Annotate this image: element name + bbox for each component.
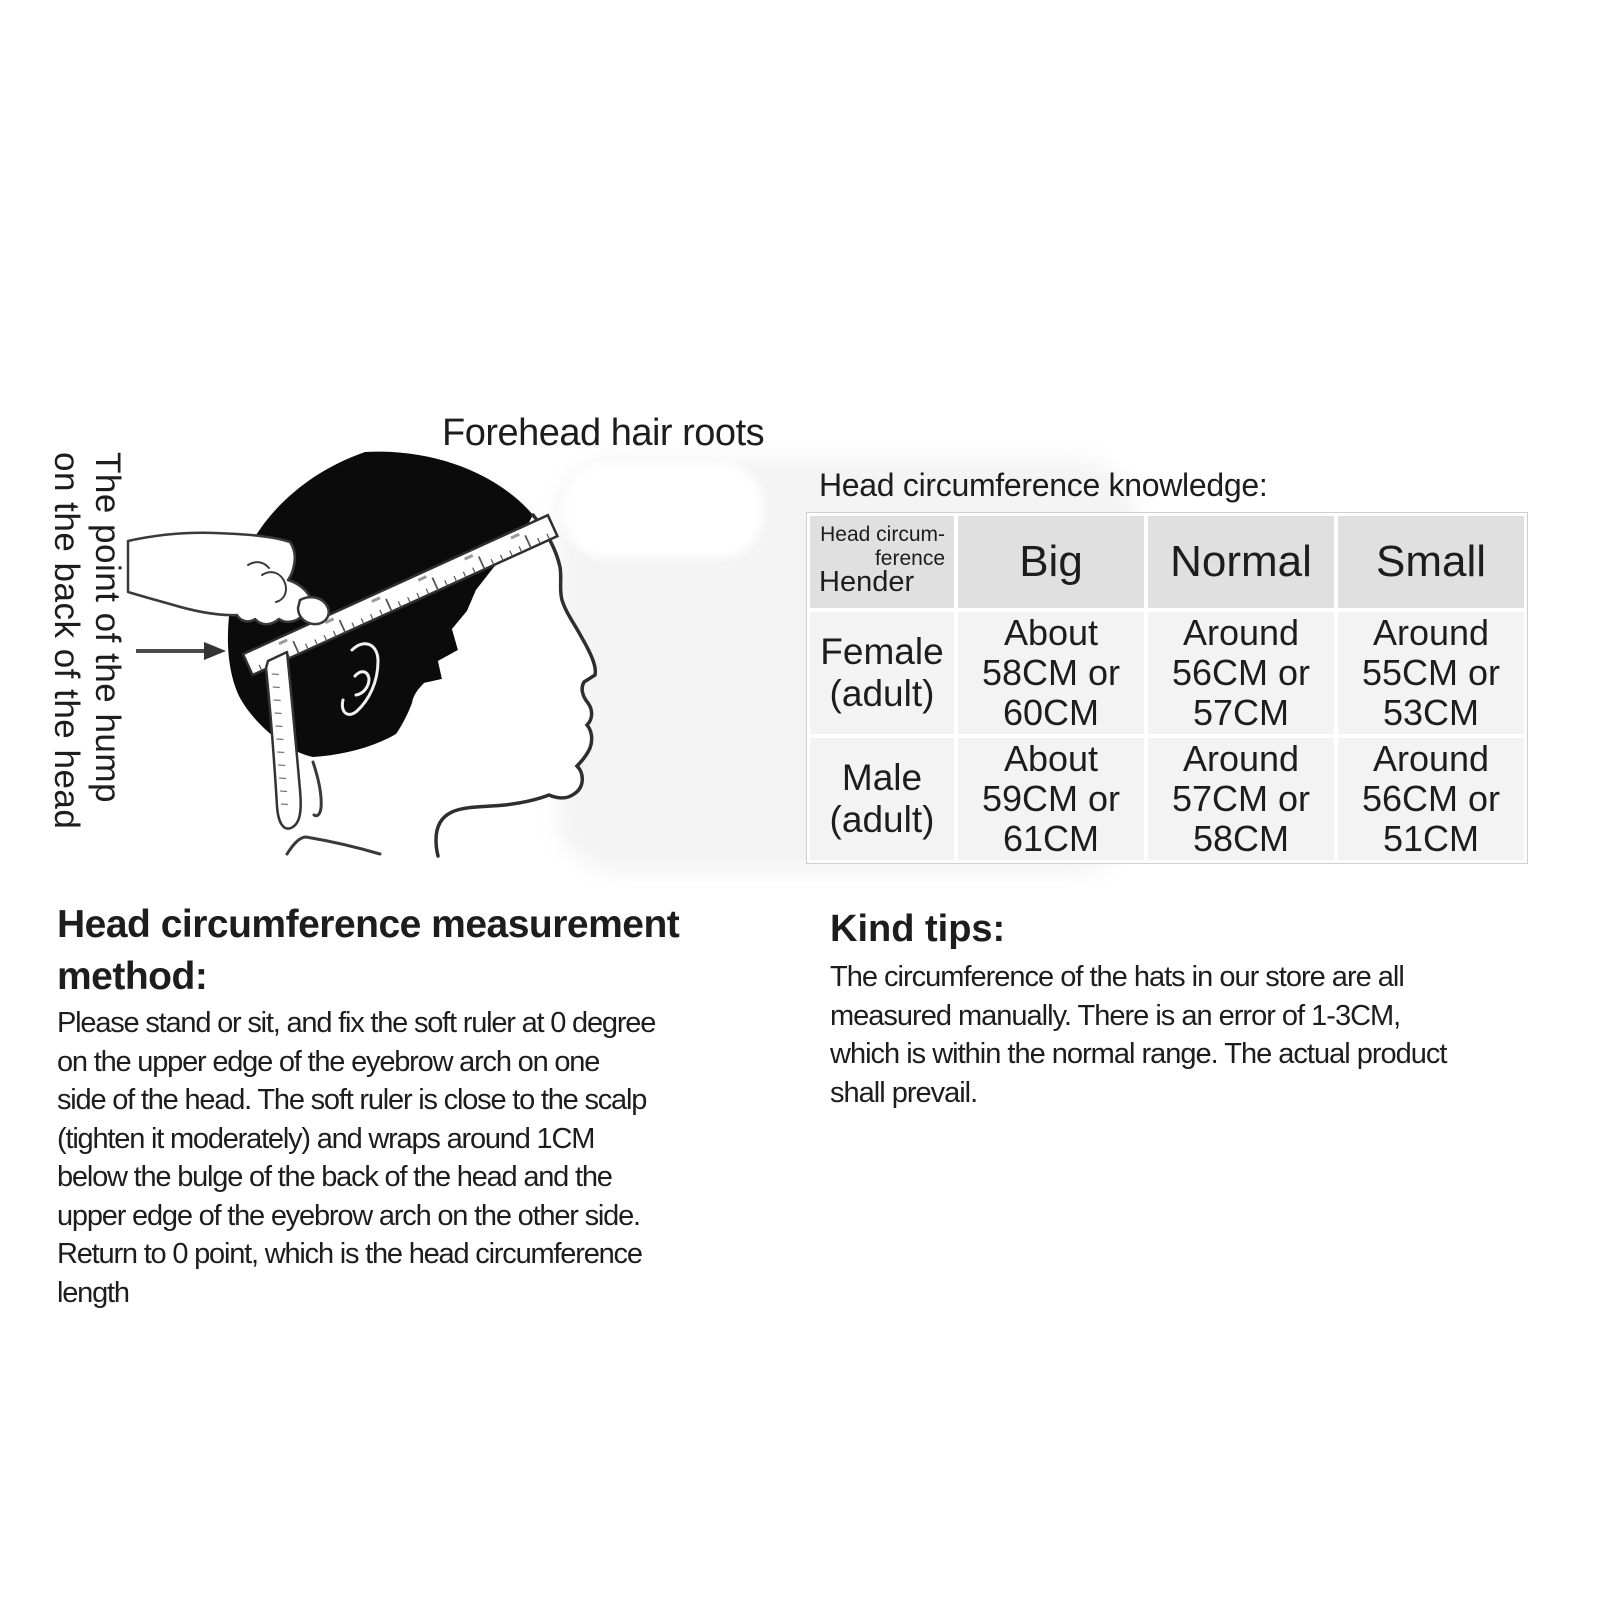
table-cell-male-normal: Around 57CM or 58CM [1148,738,1334,860]
shoulder-line [285,835,382,856]
corner-label-gender: Hender [819,566,915,598]
column-header-normal: Normal [1148,516,1334,608]
column-header-small: Small [1338,516,1524,608]
tips-body-text: The circumference of the hats in our sto… [830,961,1447,1109]
corner-label-circumference: Head circum- ference [820,523,945,570]
knowledge-heading: Head circumference knowledge: [819,467,1268,503]
head-measurement-illustration [126,451,598,858]
scan-white-patch [563,462,763,558]
measuring-tape [241,513,560,677]
ear-icon [340,642,380,716]
method-heading: Head circumference measurement method: [57,903,680,998]
table-cell-female-small: Around 55CM or 53CM [1338,612,1524,734]
column-header-big: Big [958,516,1144,608]
arrow-icon [136,642,226,660]
hand-icon [126,531,330,626]
face-profile-line [434,513,598,858]
row-label-male: Male (adult) [810,738,954,860]
hump-point-label: The point of the hump on the back of the… [47,452,127,830]
table-corner-cell: Head circum- ference Hender [810,516,954,608]
table-cell-female-normal: Around 56CM or 57CM [1148,612,1334,734]
neck-back-line [311,760,323,818]
forehead-hair-roots-label: Forehead hair roots [442,412,765,454]
method-body-text: Please stand or sit, and fix the soft ru… [57,1007,656,1309]
row-label-female: Female (adult) [810,612,954,734]
tips-heading: Kind tips: [830,908,1006,950]
tape-loose-end-ticks [271,673,288,806]
head-circumference-table: Head circum- ference Hender Big Normal S… [806,512,1528,864]
table-cell-male-big: About 59CM or 61CM [958,738,1144,860]
tape-loose-end [264,650,302,830]
face-area [424,515,596,856]
table-cell-female-big: About 58CM or 60CM [958,612,1144,734]
table-cell-male-small: Around 56CM or 51CM [1338,738,1524,860]
